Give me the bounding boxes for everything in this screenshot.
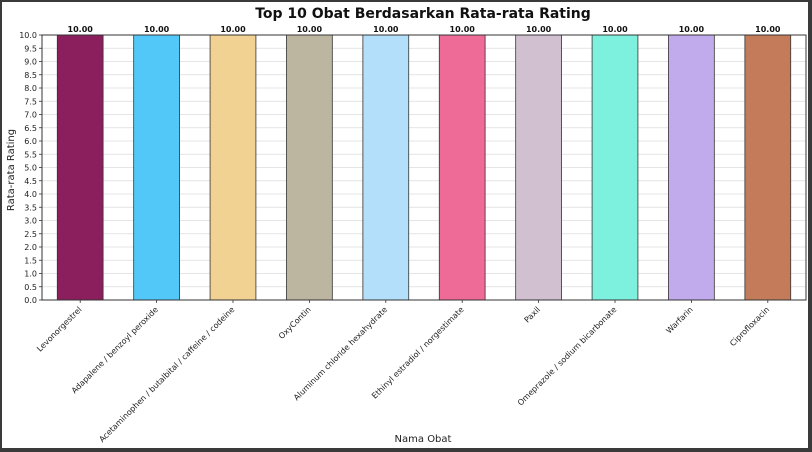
chart-title: Top 10 Obat Berdasarkan Rata-rata Rating: [255, 6, 591, 22]
y-tick-label: 3.0: [24, 217, 37, 226]
bar-value-label: 10.00: [755, 25, 781, 34]
x-tick-label: Paxil: [523, 305, 542, 324]
y-tick-label: 10.0: [19, 31, 37, 40]
figure: Top 10 Obat Berdasarkan Rata-rata Rating…: [2, 2, 808, 448]
y-tick-label: 7.5: [24, 97, 37, 106]
x-tick-label: Ethinyl estradiol / norgestimate: [370, 305, 466, 401]
y-tick-label: 7.0: [24, 111, 37, 120]
bar-value-label: 10.00: [450, 25, 476, 34]
bar-value-label: 10.00: [679, 25, 705, 34]
y-tick-label: 1.0: [24, 270, 37, 279]
y-tick-label: 1.5: [24, 256, 37, 265]
bar-value-label: 10.00: [602, 25, 628, 34]
x-tick-label: OxyContin: [277, 305, 313, 341]
y-tick-label: 6.5: [24, 124, 37, 133]
y-tick-label: 5.0: [24, 164, 37, 173]
bar-chart: Top 10 Obat Berdasarkan Rata-rata Rating…: [6, 6, 807, 445]
value-labels: 10.00 10.00 10.00 10.00 10.00 10.00 10.00 10.00…: [68, 25, 781, 34]
y-tick-label: 9.5: [24, 44, 37, 53]
bar-value-label: 10.00: [526, 25, 552, 34]
y-tick-label: 0.5: [24, 283, 37, 292]
x-tick-label: Ciprofloxacin: [728, 305, 771, 348]
bar: [286, 34, 333, 301]
bar: [744, 34, 792, 301]
y-axis-title: Rata-rata Rating: [6, 129, 17, 211]
x-tick-label: Aluminum chloride hexahydrate: [292, 305, 389, 402]
bar-value-label: 10.00: [68, 25, 94, 34]
bar: [209, 34, 257, 301]
x-tick-label: Adapalene / benzoyl peroxide: [70, 305, 160, 395]
bar-value-label: 10.00: [297, 25, 323, 34]
x-tick-label: Levonorgestrel: [35, 305, 83, 353]
x-axis-title: Nama Obat: [395, 434, 452, 445]
y-tick-label: 5.5: [24, 150, 37, 159]
y-tick-label: 0.0: [24, 296, 37, 305]
y-tick-label: 9.0: [24, 58, 37, 67]
bar: [668, 34, 715, 301]
y-tick-label: 6.0: [24, 137, 37, 146]
bar: [133, 34, 180, 301]
bar: [438, 34, 486, 301]
x-tick-label: Warfarin: [664, 305, 694, 335]
bar-value-label: 10.00: [373, 25, 399, 34]
y-tick-label: 8.0: [24, 84, 37, 93]
y-tick-label: 3.5: [24, 203, 37, 212]
bars: [56, 34, 792, 301]
y-tick-label: 8.5: [24, 71, 37, 80]
x-tick-label: Acetaminophen / butalbital / caffeine / …: [97, 305, 236, 444]
y-tick-label: 4.5: [24, 177, 37, 186]
bar-value-label: 10.00: [144, 25, 170, 34]
bar-value-label: 10.00: [220, 25, 246, 34]
y-axis: 0.0 0.5 1.0 1.5 2.0 2.5 3.0 3.5 4.0 4.5 5.0 5.5 6.0 6…: [19, 31, 42, 305]
bar: [56, 34, 104, 301]
bar: [362, 34, 410, 301]
bar: [591, 34, 639, 301]
y-tick-label: 4.0: [24, 190, 37, 199]
y-tick-label: 2.0: [24, 243, 37, 252]
bar: [515, 34, 562, 301]
y-tick-label: 2.5: [24, 230, 37, 239]
